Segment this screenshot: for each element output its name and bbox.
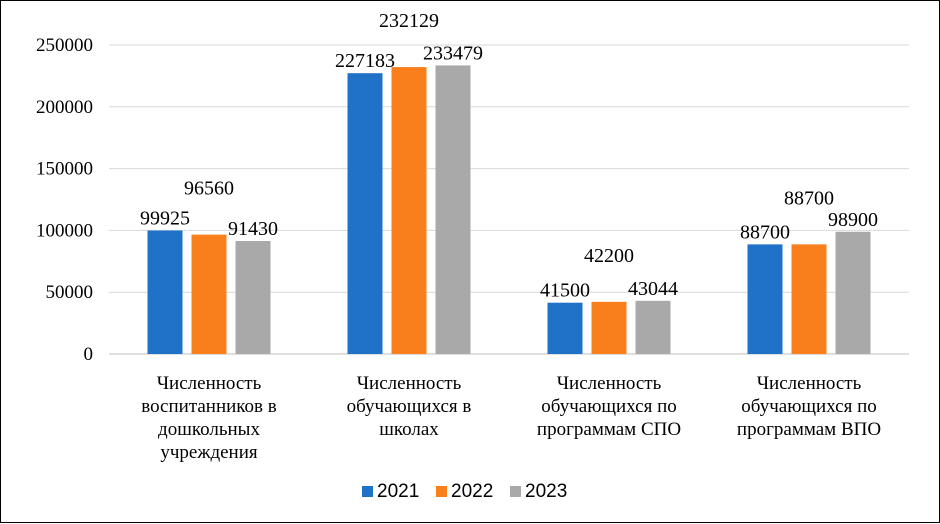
category-label-line: Численность — [157, 373, 262, 394]
data-label: 98900 — [828, 209, 878, 231]
bar-2023-4 — [835, 231, 871, 354]
y-tick-label: 100000 — [36, 220, 93, 241]
category-label-line: учреждения — [160, 442, 258, 463]
category-label-line: программам СПО — [537, 419, 681, 440]
bar-2021-4 — [747, 244, 783, 354]
bar-2023-3 — [635, 300, 671, 354]
category-label-line: обучающихся в — [347, 396, 472, 417]
y-tick-label: 50000 — [46, 282, 94, 303]
category-label-line: Численность — [557, 373, 662, 394]
category-label-line: дошкольных — [158, 419, 260, 440]
category-label-line: школах — [379, 419, 439, 440]
category-label-line: Численность — [757, 373, 862, 394]
data-label: 43044 — [628, 278, 678, 300]
category-label-line: программам ВПО — [737, 419, 881, 440]
legend-label-2023: 2023 — [525, 481, 567, 502]
data-label: 41500 — [540, 280, 590, 302]
y-tick-label: 200000 — [36, 97, 93, 118]
bar-2021-1 — [147, 230, 183, 354]
data-label: 88700 — [740, 221, 790, 243]
legend-swatch-2022 — [436, 486, 447, 497]
bar-2023-2 — [435, 65, 471, 354]
data-label: 88700 — [784, 187, 834, 209]
y-tick-label: 150000 — [36, 159, 93, 180]
bar-2021-2 — [347, 73, 383, 354]
bar-2023-1 — [235, 240, 271, 354]
data-label: 99925 — [140, 207, 190, 229]
data-label: 96560 — [184, 178, 234, 200]
data-label: 42200 — [584, 245, 634, 267]
legend-swatch-2023 — [510, 486, 521, 497]
data-label: 91430 — [228, 218, 278, 240]
legend-label-2022: 2022 — [451, 481, 493, 502]
y-tick-label: 250000 — [36, 35, 93, 56]
category-label-line: обучающихся по — [741, 396, 876, 417]
y-tick-label: 0 — [84, 344, 94, 365]
data-label: 227183 — [335, 50, 395, 72]
data-label: 233479 — [423, 42, 483, 64]
bar-2022-3 — [591, 301, 627, 354]
legend-swatch-2021 — [362, 486, 373, 497]
category-label-line: Численность — [357, 373, 462, 394]
legend-label-2021: 2021 — [377, 481, 419, 502]
bar-2021-3 — [547, 302, 583, 354]
category-label-line: воспитанников в — [141, 396, 277, 417]
bar-2022-4 — [791, 244, 827, 354]
bar-2022-2 — [391, 67, 427, 354]
category-label-line: обучающихся по — [541, 396, 676, 417]
data-label: 232129 — [379, 10, 439, 32]
bar-2022-1 — [191, 234, 227, 354]
